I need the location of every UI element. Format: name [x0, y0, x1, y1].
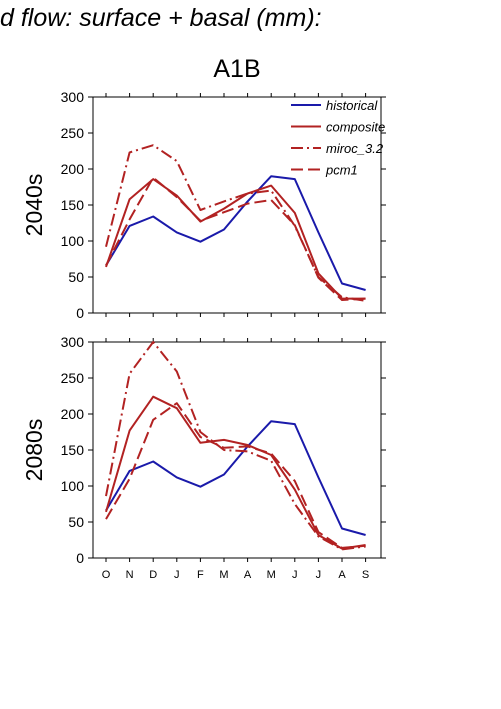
y-tick-label: 300 [61, 89, 85, 105]
x-tick-label: M [219, 569, 228, 581]
x-tick-label: J [316, 569, 322, 581]
series-line-composite-2040s [105, 178, 366, 300]
series-line-pcm1-2080s [105, 402, 366, 549]
page-title: d flow: surface + basal (mm): [0, 4, 322, 32]
x-tick-label: S [362, 569, 369, 581]
legend-label-pcm1: pcm1 [325, 163, 358, 178]
y-tick-label: 50 [68, 269, 84, 285]
x-tick-label: F [197, 569, 204, 581]
y-tick-label: 100 [61, 233, 85, 249]
y-tick-label: 200 [61, 161, 85, 177]
legend-label-miroc-3-2: miroc_3.2 [326, 141, 384, 156]
series-line-miroc-3-2-2080s [105, 341, 366, 551]
row-label-2040s: 2040s [21, 174, 47, 237]
x-tick-label: A [338, 569, 346, 581]
series-line-historical-2080s [105, 420, 366, 536]
x-tick-label: D [149, 569, 157, 581]
series-line-pcm1-2040s [105, 176, 366, 301]
scenario-title: A1B [213, 55, 261, 83]
series-line-composite-2080s [105, 395, 366, 550]
x-tick-label: J [174, 569, 180, 581]
y-tick-label: 150 [61, 442, 85, 458]
y-tick-label: 150 [61, 197, 85, 213]
series-line-historical-2040s [105, 175, 366, 291]
x-tick-label: N [126, 569, 134, 581]
y-tick-label: 250 [61, 125, 85, 141]
row-label-2080s: 2080s [21, 419, 47, 482]
y-tick-label: 100 [61, 478, 85, 494]
y-tick-label: 200 [61, 406, 85, 422]
x-tick-label: A [244, 569, 252, 581]
y-tick-label: 300 [61, 334, 85, 350]
y-tick-label: 250 [61, 370, 85, 386]
y-tick-label: 0 [76, 550, 84, 566]
y-tick-label: 50 [68, 514, 84, 530]
legend-label-historical: historical [326, 98, 378, 113]
y-tick-label: 0 [76, 305, 84, 321]
x-tick-label: M [267, 569, 276, 581]
legend-label-composite: composite [326, 120, 385, 135]
x-tick-label: J [292, 569, 298, 581]
x-tick-label: O [102, 569, 111, 581]
